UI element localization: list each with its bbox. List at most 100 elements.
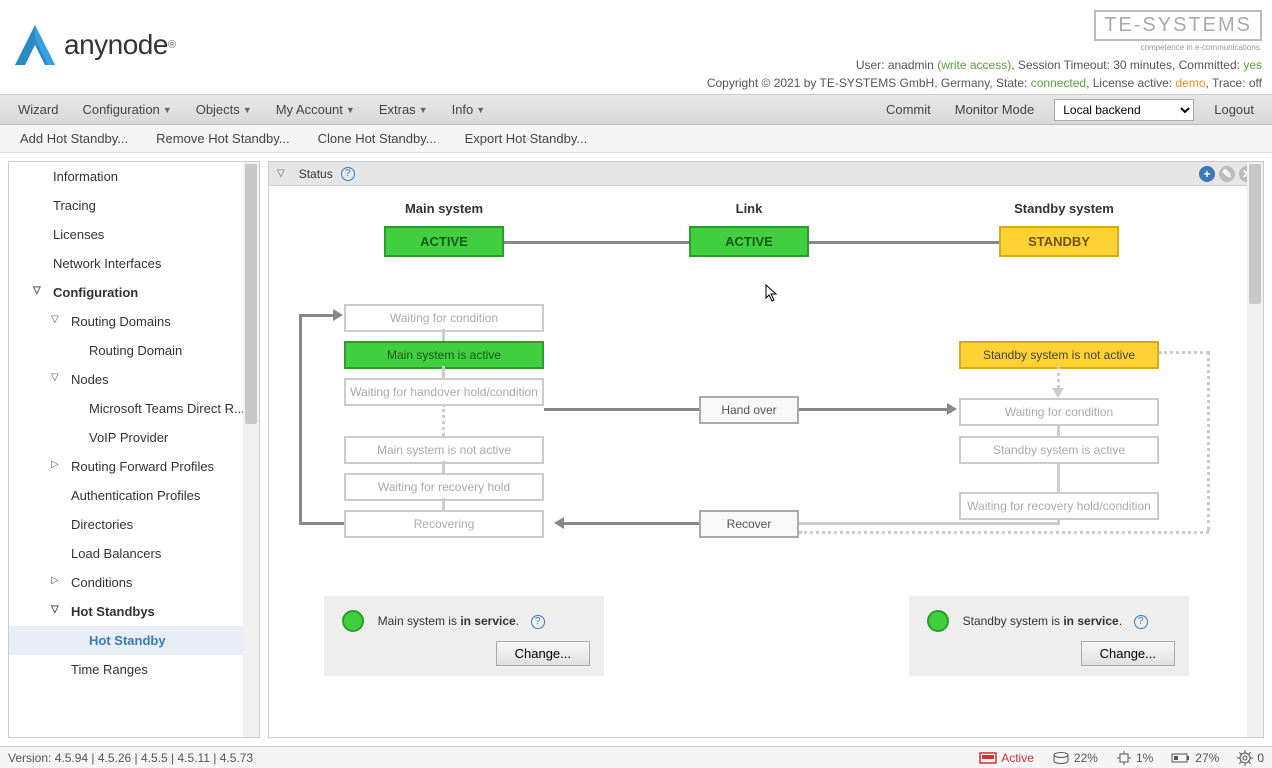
help-icon[interactable]: ? — [341, 167, 355, 181]
flow-standby-active: Standby system is active — [959, 436, 1159, 464]
connection-state: connected — [1031, 76, 1086, 90]
menu-configuration[interactable]: Configuration▼ — [70, 95, 183, 124]
scrollbar-thumb[interactable] — [1249, 164, 1261, 304]
flow-line — [1057, 518, 1060, 525]
menu-info[interactable]: Info▼ — [440, 95, 498, 124]
menu-logout-label: Logout — [1214, 102, 1254, 117]
user-label: User: — [856, 58, 888, 72]
cpu-icon — [1116, 750, 1132, 766]
flow-line — [442, 498, 445, 510]
footer-active: Active — [979, 751, 1034, 765]
content-panel: ▽ Status ? + ✎ ✕ Main system Link Standb… — [268, 161, 1264, 738]
help-icon[interactable]: ? — [531, 615, 545, 629]
footer-cpu: 1% — [1116, 750, 1153, 766]
arrow-icon — [333, 309, 343, 321]
sidebar-item[interactable]: Authentication Profiles — [9, 481, 259, 510]
flow-line — [442, 461, 445, 473]
sidebar-item[interactable]: Configuration — [9, 278, 259, 307]
footer-battery: 27% — [1171, 751, 1219, 765]
footer-active-label: Active — [1001, 751, 1034, 765]
tool-clone-hot-standby[interactable]: Clone Hot Standby... — [304, 125, 451, 152]
sidebar-item[interactable]: Routing Domains — [9, 307, 259, 336]
tool-label: Remove Hot Standby... — [156, 131, 289, 146]
sidebar-item[interactable]: Hot Standbys — [9, 597, 259, 626]
service-prefix: Main system is — [378, 614, 461, 628]
flow-dotted-line — [1159, 351, 1209, 354]
menubar: Wizard Configuration▼ Objects▼ My Accoun… — [0, 95, 1272, 125]
chevron-down-icon: ▼ — [419, 105, 428, 115]
user-name: anadmin — [888, 58, 934, 72]
menu-commit[interactable]: Commit — [874, 95, 943, 124]
sidebar-item[interactable]: VoIP Provider — [9, 423, 259, 452]
menu-wizard[interactable]: Wizard — [6, 95, 70, 124]
flow-wait-condition: Waiting for condition — [344, 304, 544, 332]
committed-status: yes — [1243, 58, 1262, 72]
content-scrollbar[interactable] — [1247, 162, 1263, 737]
service-status: in service — [1063, 614, 1118, 628]
link-state-box: ACTIVE — [689, 226, 809, 257]
link-title: Link — [709, 201, 789, 216]
sidebar-item[interactable]: Hot Standby — [9, 626, 259, 655]
standby-change-button[interactable]: Change... — [1081, 641, 1175, 666]
sidebar-item[interactable]: Routing Domain — [9, 336, 259, 365]
backend-select[interactable]: Local backend — [1054, 99, 1194, 121]
menu-monitor-mode[interactable]: Monitor Mode — [943, 95, 1046, 124]
standby-system-title: Standby system — [989, 201, 1139, 216]
main-service-text: Main system is in service. — [378, 614, 519, 628]
main-service-panel: Main system is in service. ? Change... — [324, 596, 604, 676]
add-icon[interactable]: + — [1199, 166, 1215, 182]
menu-my-account[interactable]: My Account▼ — [264, 95, 367, 124]
footer-disk-value: 22% — [1074, 751, 1098, 765]
collapse-icon[interactable]: ▽ — [277, 168, 285, 179]
arrow-icon — [1052, 388, 1064, 398]
footer-battery-value: 27% — [1195, 751, 1219, 765]
menu-objects-label: Objects — [196, 102, 240, 117]
sidebar-item[interactable]: Time Ranges — [9, 655, 259, 684]
standby-state-box: STANDBY — [999, 226, 1119, 257]
connector-line — [809, 241, 999, 244]
sidebar-scrollbar[interactable] — [243, 162, 259, 737]
status-label: Status — [299, 167, 333, 181]
sidebar-item[interactable]: Licenses — [9, 220, 259, 249]
tool-add-hot-standby[interactable]: Add Hot Standby... — [6, 125, 142, 152]
session-info: , Session Timeout: 30 minutes, Committed… — [1011, 58, 1243, 72]
version-info: Version: 4.5.94 | 4.5.26 | 4.5.5 | 4.5.1… — [8, 751, 253, 765]
menu-logout[interactable]: Logout — [1202, 95, 1266, 124]
main-change-button[interactable]: Change... — [496, 641, 590, 666]
scrollbar-thumb[interactable] — [245, 164, 257, 424]
main-state-box: ACTIVE — [384, 226, 504, 257]
flow-line — [442, 329, 445, 341]
tool-remove-hot-standby[interactable]: Remove Hot Standby... — [142, 125, 303, 152]
main-area: InformationTracingLicensesNetwork Interf… — [0, 153, 1272, 746]
footer: Version: 4.5.94 | 4.5.26 | 4.5.5 | 4.5.1… — [0, 746, 1272, 768]
chevron-down-icon: ▼ — [476, 105, 485, 115]
battery-icon — [1171, 752, 1191, 764]
sidebar-item[interactable]: Tracing — [9, 191, 259, 220]
sidebar-item[interactable]: Microsoft Teams Direct R... — [9, 394, 259, 423]
flow-wait-handover: Waiting for handover hold/condition — [344, 378, 544, 406]
sidebar-item[interactable]: Information — [9, 162, 259, 191]
tool-export-hot-standby[interactable]: Export Hot Standby... — [451, 125, 602, 152]
sidebar-item[interactable]: Routing Forward Profiles — [9, 452, 259, 481]
sidebar-item[interactable]: Load Balancers — [9, 539, 259, 568]
sidebar-item[interactable]: Nodes — [9, 365, 259, 394]
sidebar-item[interactable]: Network Interfaces — [9, 249, 259, 278]
status-dot-icon — [342, 610, 364, 632]
menu-objects[interactable]: Objects▼ — [184, 95, 264, 124]
help-icon[interactable]: ? — [1134, 615, 1148, 629]
flow-line — [1057, 462, 1060, 492]
menu-extras[interactable]: Extras▼ — [367, 95, 440, 124]
copyright-line: Copyright © 2021 by TE-SYSTEMS GmbH, Ger… — [707, 76, 1262, 90]
main-system-title: Main system — [384, 201, 504, 216]
sidebar-item[interactable]: Conditions — [9, 568, 259, 597]
flow-wait-recovery: Waiting for recovery hold — [344, 473, 544, 501]
edit-icon[interactable]: ✎ — [1219, 166, 1235, 182]
status-diagram: Main system Link Standby system ACTIVE A… — [269, 186, 1263, 706]
user-info-line: User: anadmin (write access), Session Ti… — [856, 58, 1262, 72]
chevron-down-icon: ▼ — [163, 105, 172, 115]
disk-icon — [1052, 752, 1070, 764]
flow-recovering: Recovering — [344, 510, 544, 538]
screen-icon — [979, 752, 997, 764]
flow-line — [959, 522, 1059, 525]
sidebar-item[interactable]: Directories — [9, 510, 259, 539]
